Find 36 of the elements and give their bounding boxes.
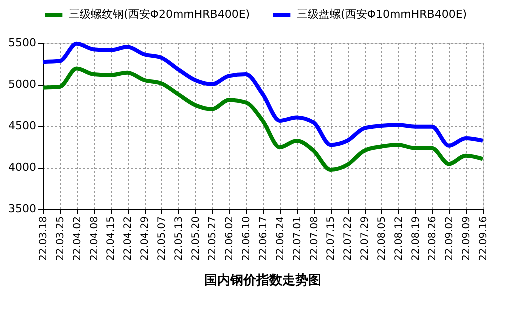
y-tick-label: 5000 xyxy=(8,78,36,91)
y-tick-label: 4500 xyxy=(8,120,36,132)
x-tick-label: 22.04.15 xyxy=(106,216,118,262)
x-tick-label: 22.08.05 xyxy=(376,216,388,262)
legend-label: 三级螺纹钢(西安Φ20mmHRB400E) xyxy=(69,8,250,21)
text: 国内钢价指数走势图 xyxy=(204,272,322,289)
legend-label: 三级盘螺(西安Φ10mmHRB400E) xyxy=(297,8,468,21)
x-tick-label: 22.04.02 xyxy=(72,216,84,262)
x-tick-label: 22.06.10 xyxy=(242,216,253,262)
x-tick-label: 22.04.29 xyxy=(140,216,152,262)
x-tick-label: 22.04.22 xyxy=(123,216,134,262)
x-tick-label: 22.07.15 xyxy=(326,216,338,262)
x-tick-label: 22.06.24 xyxy=(275,216,286,262)
x-tick-label: 22.07.08 xyxy=(309,216,320,262)
x-tick-label: 22.09.02 xyxy=(444,216,456,262)
x-tick-label: 22.08.19 xyxy=(410,216,422,262)
x-tick-label: 22.09.09 xyxy=(462,216,473,262)
x-tick-label: 22.05.07 xyxy=(156,216,168,262)
x-tick-label: 22.07.22 xyxy=(343,216,354,262)
x-tick-label: 22.09.16 xyxy=(478,216,490,262)
line-series xyxy=(41,66,485,172)
x-tick-label: 22.07.01 xyxy=(292,216,304,262)
y-tick-label: 5500 xyxy=(8,36,36,50)
x-tick-label: 22.03.25 xyxy=(55,216,66,262)
y-tick-label: 3500 xyxy=(8,202,36,216)
x-tick-label: 22.08.12 xyxy=(394,216,405,262)
x-tick-label: 22.07.29 xyxy=(360,216,372,262)
x-tick-label: 22.05.27 xyxy=(208,216,219,262)
x-tick-label: 22.03.18 xyxy=(38,216,50,262)
x-tick-label: 22.06.17 xyxy=(258,216,270,262)
y-tick-label: 4000 xyxy=(8,161,36,174)
x-tick-label: 22.05.13 xyxy=(174,216,185,262)
x-tick-label: 22.08.26 xyxy=(428,216,439,262)
x-tick-label: 22.06.02 xyxy=(224,216,236,262)
x-tick-label: 22.05.20 xyxy=(190,216,202,262)
x-tick-label: 22.04.08 xyxy=(89,216,100,262)
